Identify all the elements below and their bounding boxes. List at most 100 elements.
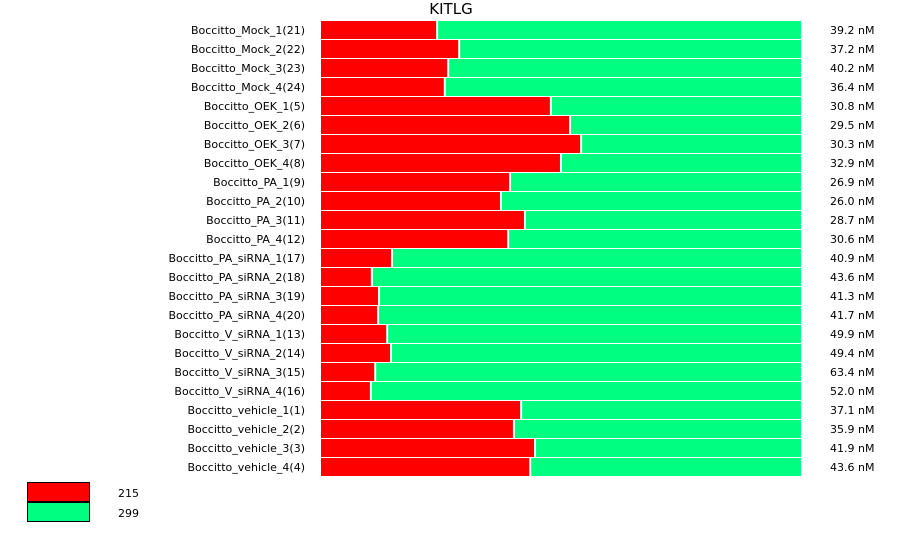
bar-segment-215 [321, 116, 570, 134]
bar-segment-299 [392, 344, 801, 362]
category-label: Boccitto_vehicle_3(3) [187, 442, 305, 455]
bar-segment-299 [514, 420, 801, 438]
category-label: Boccitto_PA_4(12) [206, 233, 305, 246]
bar-segment-299 [551, 97, 801, 115]
bar-segment-299 [571, 116, 801, 134]
category-label: Boccitto_V_siRNA_3(15) [174, 366, 305, 379]
bar-segment-299 [393, 249, 801, 267]
bar-segment-299 [582, 135, 801, 153]
category-label: Boccitto_V_siRNA_2(14) [174, 347, 305, 360]
value-label: 30.8 nM [830, 100, 874, 113]
value-label: 41.9 nM [830, 442, 874, 455]
value-label: 43.6 nM [830, 271, 874, 284]
value-label: 41.7 nM [830, 309, 874, 322]
category-label: Boccitto_OEK_4(8) [204, 157, 305, 170]
value-label: 28.7 nM [830, 214, 874, 227]
bar-segment-299 [531, 458, 801, 476]
value-label: 37.2 nM [830, 43, 874, 56]
value-label: 32.9 nM [830, 157, 874, 170]
value-label: 26.9 nM [830, 176, 874, 189]
value-label: 40.9 nM [830, 252, 874, 265]
bar-segment-215 [321, 458, 530, 476]
bar-segment-299 [372, 268, 801, 286]
bar-segment-215 [321, 287, 379, 305]
value-label: 40.2 nM [830, 62, 874, 75]
category-label: Boccitto_vehicle_1(1) [187, 404, 305, 417]
bar-segment-215 [321, 268, 371, 286]
value-label: 30.3 nM [830, 138, 874, 151]
bar-segment-299 [509, 230, 801, 248]
legend-label: 215 [118, 487, 139, 500]
value-label: 26.0 nM [830, 195, 874, 208]
category-label: Boccitto_vehicle_2(2) [187, 423, 305, 436]
value-label: 41.3 nM [830, 290, 874, 303]
bar-segment-299 [371, 382, 801, 400]
bar-segment-215 [321, 173, 510, 191]
bar-segment-215 [321, 59, 448, 77]
bar-segment-299 [445, 78, 801, 96]
legend-label: 299 [118, 507, 139, 520]
bar-segment-215 [321, 249, 391, 267]
category-label: Boccitto_Mock_2(22) [191, 43, 305, 56]
category-label: Boccitto_OEK_1(5) [204, 100, 305, 113]
bar-segment-299 [388, 325, 801, 343]
bar-segment-299 [380, 287, 801, 305]
value-label: 49.4 nM [830, 347, 874, 360]
value-label: 30.6 nM [830, 233, 874, 246]
bar-segment-299 [525, 211, 801, 229]
category-label: Boccitto_PA_siRNA_4(20) [168, 309, 305, 322]
value-label: 63.4 nM [830, 366, 874, 379]
value-label: 52.0 nM [830, 385, 874, 398]
bar-segment-299 [561, 154, 801, 172]
bar-segment-215 [321, 420, 513, 438]
bar-segment-299 [379, 306, 801, 324]
bar-segment-215 [321, 230, 508, 248]
category-label: Boccitto_Mock_4(24) [191, 81, 305, 94]
category-label: Boccitto_OEK_2(6) [204, 119, 305, 132]
bar-segment-299 [376, 363, 801, 381]
category-label: Boccitto_PA_3(11) [206, 214, 305, 227]
value-label: 49.9 nM [830, 328, 874, 341]
bar-segment-215 [321, 382, 370, 400]
bar-segment-215 [321, 192, 500, 210]
bar-segment-215 [321, 306, 378, 324]
bar-segment-215 [321, 97, 550, 115]
value-label: 35.9 nM [830, 423, 874, 436]
category-label: Boccitto_PA_siRNA_3(19) [168, 290, 305, 303]
bar-segment-215 [321, 325, 387, 343]
category-label: Boccitto_PA_1(9) [213, 176, 305, 189]
value-label: 29.5 nM [830, 119, 874, 132]
bar-segment-215 [321, 78, 444, 96]
bar-segment-215 [321, 344, 391, 362]
chart-title: KITLG [429, 0, 473, 18]
category-label: Boccitto_Mock_1(21) [191, 24, 305, 37]
bar-segment-215 [321, 40, 459, 58]
bar-segment-299 [460, 40, 801, 58]
bar-segment-215 [321, 135, 581, 153]
bar-segment-299 [536, 439, 801, 457]
bar-segment-299 [511, 173, 801, 191]
category-label: Boccitto_vehicle_4(4) [187, 461, 305, 474]
category-label: Boccitto_OEK_3(7) [204, 138, 305, 151]
category-label: Boccitto_PA_2(10) [206, 195, 305, 208]
value-label: 39.2 nM [830, 24, 874, 37]
bar-segment-215 [321, 211, 524, 229]
bar-segment-299 [522, 401, 801, 419]
category-label: Boccitto_PA_siRNA_1(17) [168, 252, 305, 265]
category-label: Boccitto_V_siRNA_4(16) [174, 385, 305, 398]
value-label: 43.6 nM [830, 461, 874, 474]
bar-segment-299 [501, 192, 801, 210]
value-label: 36.4 nM [830, 81, 874, 94]
value-label: 37.1 nM [830, 404, 874, 417]
bar-segment-215 [321, 401, 521, 419]
legend-swatch [27, 502, 90, 522]
bar-segment-299 [438, 21, 801, 39]
bar-segment-215 [321, 21, 437, 39]
bar-segment-215 [321, 154, 560, 172]
bar-segment-215 [321, 439, 535, 457]
legend-swatch [27, 482, 90, 502]
bar-segment-299 [449, 59, 801, 77]
bar-segment-215 [321, 363, 375, 381]
category-label: Boccitto_PA_siRNA_2(18) [168, 271, 305, 284]
